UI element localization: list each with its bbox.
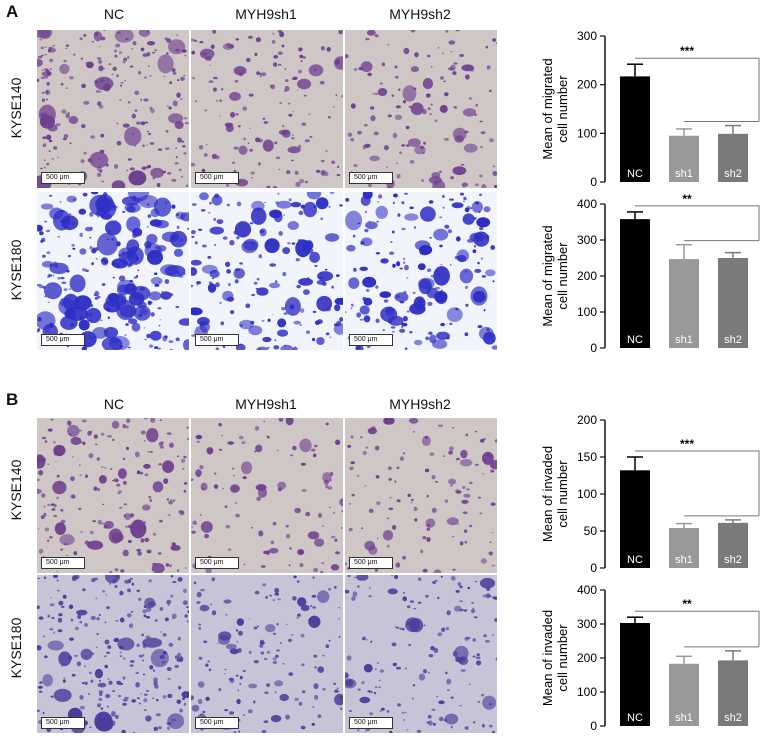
y-tick-label: 100: [577, 685, 597, 699]
y-tick-label: 100: [577, 487, 597, 501]
y-tick-label: 50: [584, 524, 598, 538]
significance-bracket: [635, 57, 760, 123]
micrograph-kyse140-myh9sh2: 500 μm: [345, 30, 497, 188]
category-label: sh2: [724, 554, 742, 566]
significance-stars: **: [682, 192, 692, 206]
bar-sh2: [718, 258, 748, 348]
bar-nc: [620, 76, 650, 182]
row-label-kyse180: KYSE180: [8, 239, 24, 301]
bar-chart-migrated-kyse140: Mean of migratedcell number 0 100 200 300 NC s…: [530, 28, 770, 193]
y-axis-label: Mean of migratedcell number: [540, 58, 570, 159]
column-label-myh9sh2: MYH9sh2: [389, 6, 451, 22]
panel-label-b: B: [6, 390, 19, 409]
row-label-kyse140-b: KYSE140: [8, 459, 24, 521]
category-label: sh2: [724, 334, 742, 346]
significance-stars: ***: [680, 44, 694, 58]
category-label: sh2: [724, 712, 742, 724]
category-label: NC: [627, 334, 643, 346]
bar-sh1: [669, 528, 699, 568]
bar-nc: [620, 622, 650, 726]
scale-bar: 500 μm: [195, 172, 239, 184]
column-label-myh9sh1-b: MYH9sh1: [235, 396, 297, 412]
y-tick-label: 0: [590, 719, 597, 733]
significance-bracket: [635, 610, 760, 648]
significance-stars: **: [682, 597, 692, 611]
category-label: NC: [627, 168, 643, 180]
y-tick-label: 100: [577, 305, 597, 319]
significance-bracket: [635, 205, 760, 242]
y-axis-label: Mean of invadedcell number: [540, 610, 570, 706]
bar-nc: [620, 219, 650, 348]
y-tick-label: 0: [590, 175, 597, 189]
micrograph-kyse140-nc: 500 μm: [37, 30, 189, 188]
micrograph-kyse140-myh9sh2: 500 μm: [345, 418, 497, 573]
category-label: sh1: [675, 712, 693, 724]
micrograph-kyse140-myh9sh1: 500 μm: [191, 418, 343, 573]
y-tick-label: 300: [577, 617, 597, 631]
row-label-kyse180-b: KYSE180: [8, 617, 24, 679]
micrograph-kyse180-nc: 500 μm: [37, 192, 189, 350]
scale-bar: 500 μm: [195, 557, 239, 569]
y-tick-label: 300: [577, 29, 597, 43]
column-label-myh9sh2-b: MYH9sh2: [389, 396, 451, 412]
y-tick-label: 400: [577, 197, 597, 211]
micrograph-kyse180-myh9sh2: 500 μm: [345, 575, 497, 733]
micrograph-kyse180-myh9sh1: 500 μm: [191, 192, 343, 350]
bar-nc: [620, 470, 650, 568]
y-tick-label: 0: [590, 341, 597, 355]
bar-sh2: [718, 133, 748, 182]
scale-bar: 500 μm: [349, 717, 393, 729]
micrograph-kyse180-nc: 500 μm: [37, 575, 189, 733]
category-label: sh1: [675, 334, 693, 346]
category-label: sh1: [675, 168, 693, 180]
scale-bar: 500 μm: [349, 334, 393, 346]
scale-bar: 500 μm: [195, 717, 239, 729]
scale-bar: 500 μm: [195, 334, 239, 346]
scale-bar: 500 μm: [349, 172, 393, 184]
column-label-myh9sh1: MYH9sh1: [235, 6, 297, 22]
bar-chart-invaded-kyse140: Mean of invadedcell number 0 50 100 150 200 NC…: [530, 412, 770, 579]
y-axis-label: Mean of invadedcell number: [540, 446, 570, 542]
y-tick-label: 400: [577, 583, 597, 597]
scale-bar: 500 μm: [41, 557, 85, 569]
row-label-kyse140: KYSE140: [8, 77, 24, 139]
micrograph-kyse140-myh9sh1: 500 μm: [191, 30, 343, 188]
y-tick-label: 200: [577, 413, 597, 427]
y-tick-label: 0: [590, 561, 597, 575]
category-label: sh1: [675, 554, 693, 566]
bar-sh1: [669, 259, 699, 348]
y-tick-label: 200: [577, 269, 597, 283]
significance-stars: ***: [680, 437, 694, 451]
bar-chart-migrated-kyse180: Mean of migratedcell number 0 100 200 300 400…: [530, 192, 770, 359]
y-tick-label: 200: [577, 651, 597, 665]
y-axis-label: Mean of migratedcell number: [540, 225, 570, 326]
scale-bar: 500 μm: [41, 172, 85, 184]
bar-sh2: [718, 522, 748, 568]
y-tick-label: 300: [577, 233, 597, 247]
bar-sh1: [669, 663, 699, 726]
bar-sh1: [669, 135, 699, 182]
column-label-nc-b: NC: [103, 396, 125, 412]
category-label: NC: [627, 712, 643, 724]
y-tick-label: 200: [577, 78, 597, 92]
scale-bar: 500 μm: [349, 557, 393, 569]
scale-bar: 500 μm: [41, 334, 85, 346]
column-label-nc: NC: [103, 6, 125, 22]
category-label: NC: [627, 554, 643, 566]
panel-label-a: A: [6, 2, 19, 21]
micrograph-kyse180-myh9sh2: 500 μm: [345, 192, 497, 350]
y-tick-label: 100: [577, 126, 597, 140]
scale-bar: 500 μm: [41, 717, 85, 729]
significance-bracket: [635, 450, 760, 517]
bar-sh2: [718, 660, 748, 726]
micrograph-kyse140-nc: 500 μm: [37, 418, 189, 573]
category-label: sh2: [724, 168, 742, 180]
micrograph-kyse180-myh9sh1: 500 μm: [191, 575, 343, 733]
bar-chart-invaded-kyse180: Mean of invadedcell number 0 100 200 300 400 N…: [530, 582, 770, 737]
y-tick-label: 150: [577, 450, 597, 464]
